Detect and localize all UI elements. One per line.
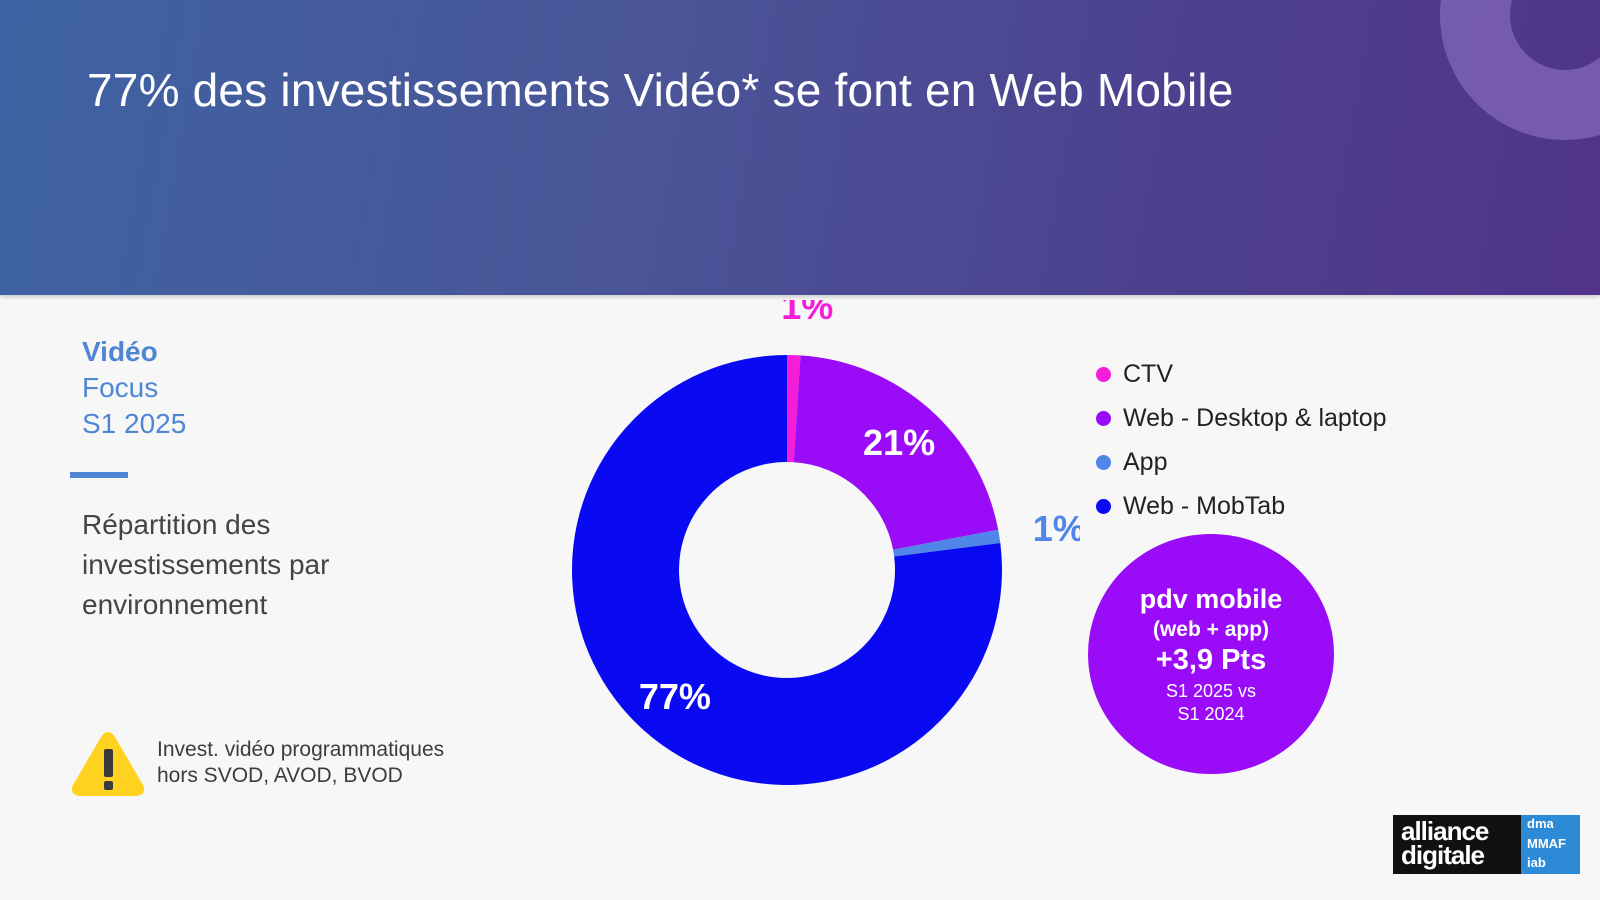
donut-chart: 1% 21% 1% 77% (572, 300, 1080, 786)
callout-subtitle: (web + app) (1152, 618, 1270, 641)
focus-block: Vidéo Focus S1 2025 (82, 334, 186, 442)
legend-swatch (1096, 454, 1111, 470)
subtitle-line: environnement (82, 589, 268, 620)
header-banner: 77% des investissements Vidéo* se font e… (0, 0, 1600, 295)
legend-item-ctv: CTV (1096, 352, 1387, 396)
legend-label: App (1123, 447, 1168, 476)
accent-divider (70, 472, 128, 478)
focus-category: Vidéo (82, 336, 158, 367)
decorative-ring (1440, 0, 1600, 140)
data-label: 1% (1033, 508, 1080, 549)
chart-legend: CTV Web - Desktop & laptop App Web - Mob… (1096, 352, 1387, 528)
subtitle-line: investissements par (82, 549, 330, 580)
donut-slice-web-desktop-laptop (793, 355, 999, 550)
callout-period: S1 2025 vs S1 2024 (1088, 680, 1334, 726)
footnote-line: hors SVOD, AVOD, BVOD (157, 764, 403, 787)
page-title: 77% des investissements Vidéo* se font e… (87, 64, 1234, 116)
logo-word: digitale (1401, 840, 1485, 870)
donut-slice-web-mobtab (572, 355, 1002, 786)
logo-word: alliance (1401, 816, 1489, 846)
legend-item-web-mobtab: Web - MobTab (1096, 484, 1387, 528)
legend-item-app: App (1096, 440, 1387, 484)
mobile-share-callout: pdv mobile (web + app) +3,9 Pts S1 2025 … (1088, 534, 1334, 774)
subtitle-line: Répartition des (82, 509, 271, 540)
donut-slice-ctv (787, 355, 801, 463)
footnote-line: Invest. vidéo programmatiques (157, 738, 445, 761)
legend-label: CTV (1123, 359, 1173, 388)
donut-slice-app (893, 529, 1001, 557)
logo-partner: iab (1527, 855, 1546, 870)
alliance-digitale-logo: alliance digitale dma MMAF iab (1393, 815, 1580, 874)
logo-partner-panel: dma MMAF iab (1521, 815, 1580, 874)
callout-period-line: S1 2024 (1177, 704, 1245, 724)
legend-swatch (1096, 366, 1111, 382)
legend-swatch (1096, 410, 1111, 426)
data-label: 21% (863, 422, 935, 463)
focus-period: S1 2025 (82, 408, 187, 439)
focus-label: Focus (82, 372, 159, 403)
data-label: 1% (781, 300, 833, 327)
legend-swatch (1096, 498, 1111, 514)
data-label: 77% (639, 676, 711, 717)
callout-value: +3,9 Pts (1155, 644, 1267, 676)
warning-icon (71, 732, 145, 796)
logo-partner: dma (1527, 816, 1554, 831)
legend-label: Web - MobTab (1123, 491, 1286, 520)
chart-subtitle: Répartition des investissements par envi… (82, 505, 412, 625)
legend-item-web-desktop: Web - Desktop & laptop (1096, 396, 1387, 440)
logo-wordmark: alliance digitale (1401, 816, 1489, 870)
footnote: Invest. vidéo programmatiques hors SVOD,… (157, 737, 444, 789)
callout-title: pdv mobile (1139, 584, 1283, 614)
logo-partner: MMAF (1527, 836, 1566, 851)
callout-period-line: S1 2025 vs (1165, 681, 1257, 701)
legend-label: Web - Desktop & laptop (1123, 403, 1387, 432)
